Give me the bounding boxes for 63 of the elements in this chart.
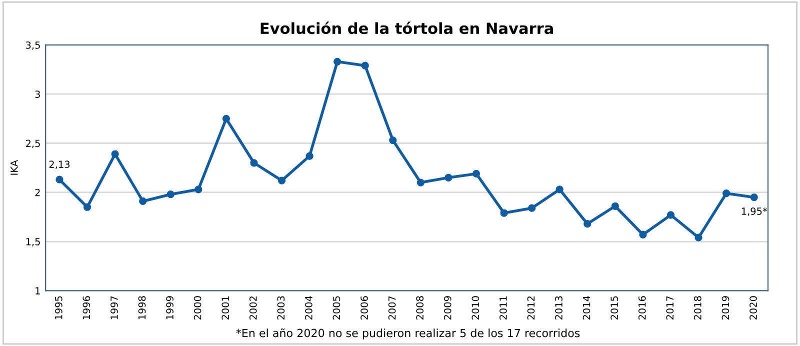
text: *En el año 2020 no se pudieron realizar 5 de los 17 recorridos [236,328,580,340]
x-tick-label: 2020 [750,296,757,320]
point [361,62,369,70]
point [639,230,647,238]
y-tick-label: 3,5 [26,41,40,50]
x-tick-label: 2004 [305,296,312,320]
point [472,170,480,178]
x-tick-label: 2013 [555,296,562,320]
point [56,176,64,184]
x-tick-label: 2000 [194,296,202,320]
point [389,136,397,144]
point [111,150,119,158]
x-tick-label: 1998 [138,296,146,320]
point [584,220,592,228]
x-tick-label: 1999 [166,296,174,320]
point [444,174,452,182]
x-tick-label: 2012 [527,296,535,320]
x-tick-label: 2019 [722,296,730,320]
x-tick-label: 1995 [54,296,62,320]
data-label: 1,95* [742,207,768,216]
point [83,203,92,211]
point [334,58,342,66]
x-tick-label: 2003 [277,296,285,320]
x-tick-label: 2008 [416,296,424,320]
chart-title: Evolución de la tórtola en Navarra [260,22,553,34]
point [222,114,230,122]
x-tick-label: 2006 [360,296,368,320]
point [666,211,675,219]
point [500,209,508,217]
x-tick-label: 2011 [500,296,507,320]
x-tick-label: 2002 [249,296,257,320]
x-tick-label: 1997 [110,296,118,320]
x-tick-label: 2010 [472,296,480,320]
y-tick-label: 2 [35,188,40,196]
x-tick-label: 2007 [388,296,396,320]
point [528,204,536,212]
x-tick-label: 2015 [610,296,618,320]
y-tick-label: 3 [35,90,40,98]
point [611,202,620,210]
x-tick-label: 1996 [82,296,90,320]
data-label: 2,13 [49,160,70,169]
y-tick-label: 2,5 [26,140,40,148]
point [694,234,702,242]
point [306,152,314,160]
point [250,159,258,167]
point [416,178,425,186]
y-tick-label: 1 [36,287,40,294]
x-tick-label: 2017 [666,296,674,320]
point [722,190,730,198]
point [166,190,174,198]
x-tick-label: 2009 [444,296,452,320]
y-axis-title: IKA [10,160,18,175]
x-tick-label: 2016 [638,296,646,320]
y-tick-label: 1,5 [26,238,40,246]
x-tick-label: 2001 [222,296,230,320]
point [139,197,147,206]
point [556,186,564,194]
x-tick-label: 2018 [694,296,702,320]
point [278,176,286,184]
point [750,193,758,202]
x-tick-label: 2005 [332,296,340,320]
x-tick-label: 2014 [582,296,590,320]
point [194,186,202,194]
